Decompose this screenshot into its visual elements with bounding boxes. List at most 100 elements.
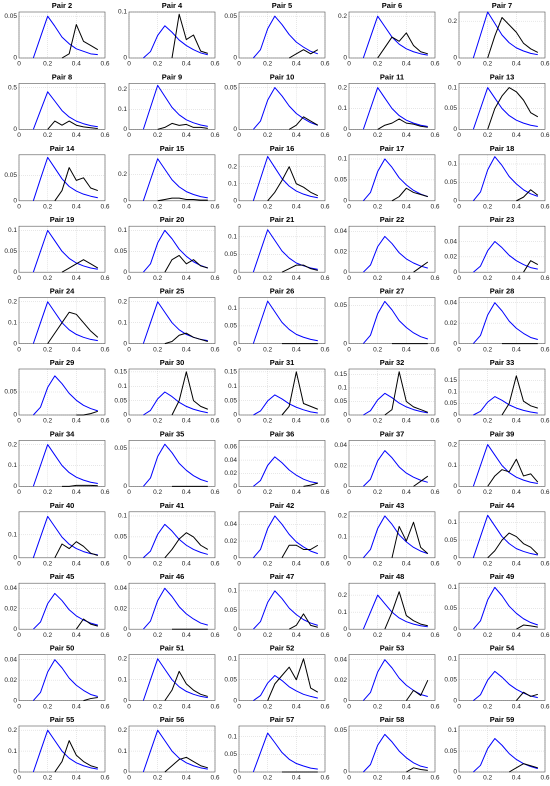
series-line bbox=[62, 484, 98, 487]
y-tick-label: 0 bbox=[343, 483, 347, 490]
chart-title: Pair 24 bbox=[50, 287, 75, 296]
x-tick-label: 0 bbox=[127, 775, 131, 782]
series-line bbox=[303, 482, 318, 487]
x-tick-label: 0 bbox=[347, 346, 351, 353]
chart-title: Pair 40 bbox=[50, 501, 75, 510]
y-tick-label: 0.1 bbox=[118, 227, 127, 234]
plot-background bbox=[459, 154, 545, 201]
plot-frame bbox=[458, 225, 546, 273]
y-tick-label: 0 bbox=[123, 769, 127, 776]
y-tick-label: 0.2 bbox=[118, 86, 127, 93]
series-line bbox=[157, 122, 208, 130]
plot-frame bbox=[18, 511, 106, 559]
plot-background bbox=[349, 154, 435, 201]
series-line bbox=[157, 197, 208, 202]
series-line bbox=[164, 254, 208, 273]
y-tick-label: 0.1 bbox=[448, 389, 457, 396]
x-tick-label: 0.6 bbox=[100, 61, 109, 68]
x-tick-label: 0 bbox=[347, 561, 351, 568]
y-tick-label: 0 bbox=[233, 769, 237, 776]
chart-title: Pair 35 bbox=[160, 429, 185, 438]
x-tick-label: 0.4 bbox=[512, 204, 521, 211]
y-tick-label: 0 bbox=[123, 126, 127, 133]
y-tick-label: 0.15 bbox=[114, 369, 127, 376]
x-tick-label: 0.4 bbox=[72, 703, 81, 710]
chart-title: Pair 46 bbox=[160, 572, 185, 581]
series-line bbox=[164, 332, 208, 345]
x-tick-label: 0.6 bbox=[210, 418, 219, 425]
y-tick-label: 0 bbox=[123, 198, 127, 205]
y-tick-label: 0.1 bbox=[228, 656, 237, 663]
chart-title: Pair 48 bbox=[380, 572, 405, 581]
chart-title: Pair 31 bbox=[270, 358, 295, 367]
x-tick-label: 0 bbox=[237, 418, 241, 425]
x-tick-label: 0 bbox=[17, 703, 21, 710]
x-tick-label: 0.6 bbox=[100, 775, 109, 782]
x-tick-label: 0.4 bbox=[402, 346, 411, 353]
series-line bbox=[362, 515, 428, 559]
series-line bbox=[472, 87, 538, 130]
plot-background bbox=[129, 297, 215, 344]
series-line bbox=[362, 15, 428, 59]
x-tick-label: 0 bbox=[17, 346, 21, 353]
series-line bbox=[501, 375, 538, 416]
series-line bbox=[142, 587, 208, 630]
x-tick-label: 0.2 bbox=[263, 632, 272, 639]
x-tick-label: 0.4 bbox=[402, 703, 411, 710]
chart-title: Pair 19 bbox=[50, 215, 75, 224]
series-line bbox=[362, 158, 428, 202]
series-line bbox=[362, 450, 428, 487]
x-tick-label: 0.6 bbox=[320, 346, 329, 353]
plot-frame bbox=[18, 368, 106, 416]
chart-title: Pair 27 bbox=[380, 287, 405, 296]
plot-frame bbox=[128, 297, 216, 344]
series-line bbox=[83, 697, 98, 702]
y-tick-label: 0.15 bbox=[334, 371, 347, 378]
x-tick-label: 0.2 bbox=[373, 61, 382, 68]
x-tick-label: 0.4 bbox=[72, 132, 81, 139]
plot-frame bbox=[348, 83, 436, 130]
series-line bbox=[252, 732, 318, 773]
chart-title: Pair 39 bbox=[490, 429, 515, 438]
y-tick-label: 0 bbox=[13, 55, 17, 62]
x-tick-label: 0.2 bbox=[483, 61, 492, 68]
y-tick-label: 0 bbox=[343, 555, 347, 562]
x-tick-label: 0 bbox=[17, 775, 21, 782]
x-tick-label: 0.2 bbox=[43, 561, 52, 568]
chart-title: Pair 11 bbox=[380, 72, 404, 81]
x-tick-label: 0 bbox=[17, 132, 21, 139]
x-tick-label: 0.4 bbox=[402, 132, 411, 139]
y-tick-label: 0.1 bbox=[338, 105, 347, 112]
plot-frame bbox=[348, 440, 436, 487]
plot-background bbox=[19, 226, 105, 273]
y-tick-label: 0.05 bbox=[4, 389, 17, 396]
x-tick-label: 0.6 bbox=[540, 489, 549, 496]
series-line bbox=[252, 590, 318, 630]
y-tick-label: 0 bbox=[13, 340, 17, 347]
x-tick-label: 0.6 bbox=[540, 561, 549, 568]
plot-background bbox=[239, 83, 325, 130]
series-line bbox=[32, 156, 98, 201]
x-tick-label: 0.2 bbox=[263, 346, 272, 353]
x-tick-label: 0.2 bbox=[373, 132, 382, 139]
series-line bbox=[142, 229, 208, 273]
x-tick-label: 0.2 bbox=[153, 61, 162, 68]
x-tick-label: 0.2 bbox=[483, 632, 492, 639]
series-line bbox=[487, 458, 539, 487]
x-tick-label: 0 bbox=[347, 489, 351, 496]
x-tick-label: 0.6 bbox=[100, 346, 109, 353]
x-tick-label: 0 bbox=[347, 61, 351, 68]
y-tick-label: 0 bbox=[13, 483, 17, 490]
x-tick-label: 0.2 bbox=[153, 703, 162, 710]
plot-frame bbox=[18, 654, 106, 701]
y-tick-label: 0.1 bbox=[8, 227, 17, 234]
x-tick-label: 0 bbox=[127, 703, 131, 710]
x-tick-label: 0 bbox=[347, 132, 351, 139]
series-line bbox=[487, 87, 539, 130]
plot-background bbox=[349, 726, 435, 772]
plot-background bbox=[239, 297, 325, 344]
y-tick-label: 0 bbox=[343, 340, 347, 347]
plot-frame bbox=[238, 440, 326, 487]
x-tick-label: 0.4 bbox=[182, 61, 191, 68]
